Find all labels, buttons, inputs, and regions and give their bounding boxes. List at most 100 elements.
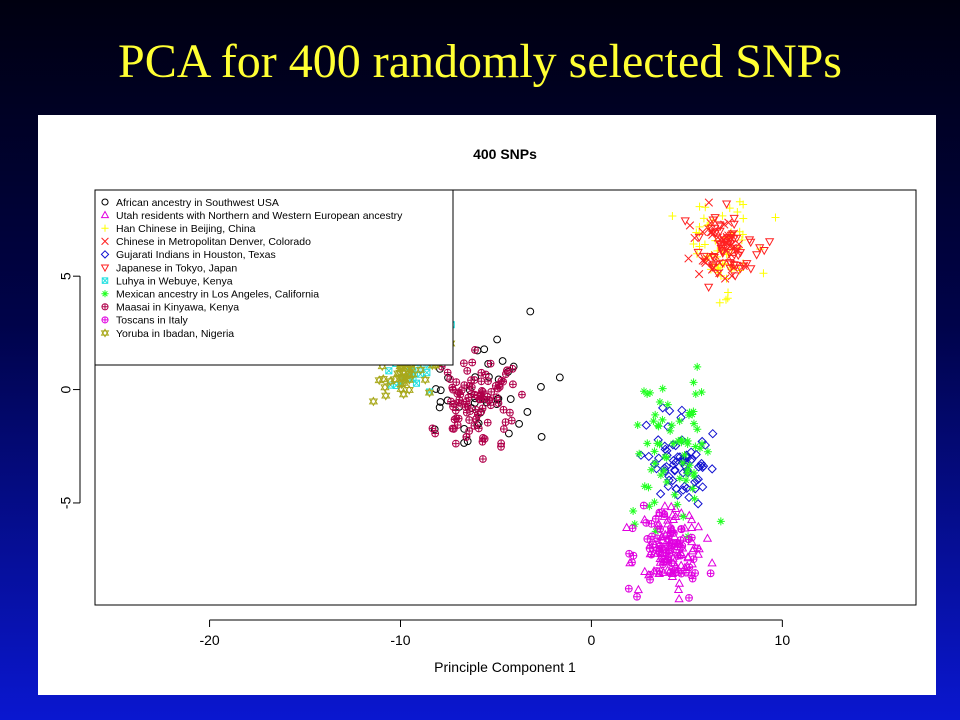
data-point [771,213,780,222]
data-point [679,512,688,521]
legend-item: Yoruba in Ibadan, Nigeria [100,328,234,340]
data-point [744,236,755,245]
data-point [509,380,517,389]
data-point [689,239,698,248]
data-point [694,269,704,279]
data-point [479,455,487,463]
data-point [659,558,668,566]
legend-box [94,189,454,366]
data-point [718,259,728,269]
legend-label: Han Chinese in Beijing, China [116,223,256,235]
data-point [746,265,756,274]
data-point [537,382,545,391]
data-point [682,476,691,485]
data-point [693,425,702,434]
data-point [709,253,719,263]
data-point [642,518,651,527]
data-point [459,359,468,368]
x-tick-label: -10 [390,632,410,648]
data-point [687,533,696,542]
data-point [666,426,675,435]
data-point [629,551,638,560]
data-point [677,525,686,534]
legend-label: Luhya in Webuye, Kenya [116,275,233,287]
data-point [690,233,699,243]
data-point [460,424,469,433]
data-point [735,227,744,236]
data-point [635,449,644,458]
legend-marker-icon [101,290,109,298]
data-point [685,563,694,572]
data-point [647,550,656,559]
data-point [644,451,654,462]
data-point [470,421,479,430]
data-point [677,438,686,447]
legend-label: Gujarati Indians in Houston, Texas [116,249,276,261]
x-tick-label: -20 [199,632,219,648]
legend-marker-icon [101,277,109,284]
data-point [493,335,502,344]
data-point [667,475,678,486]
data-point [537,432,546,441]
data-point [693,544,702,553]
data-point [408,369,418,380]
data-point [715,227,725,237]
data-point [738,262,749,271]
legend-item: Han Chinese in Beijing, China [101,223,256,235]
legend-label: Maasai in Kinyawa, Kenya [116,302,239,314]
data-point [689,407,698,416]
data-point [673,500,682,509]
data-point [555,373,564,382]
data-point [693,499,703,509]
data-point [682,483,692,493]
data-point [499,405,508,414]
data-point [380,382,390,393]
data-point [655,398,664,407]
data-point [715,298,724,307]
legend-marker-icon [100,328,110,338]
data-point [650,447,659,456]
legend-item: Japanese in Tokyo, Japan [100,262,237,274]
data-point [673,584,684,594]
plot-box [94,189,917,606]
data-point [645,544,654,553]
data-point [677,569,686,578]
data-point [639,501,648,510]
data-point [676,560,686,569]
data-point [667,421,676,430]
data-point [651,527,660,536]
data-point [689,378,698,387]
data-point [670,566,679,575]
data-point [477,377,486,386]
data-point [670,466,680,476]
data-point [690,468,699,477]
data-point [730,272,740,281]
data-point [732,244,742,254]
data-point [478,386,486,395]
legend-item: African ancestry in Southwest USA [101,197,279,209]
data-point [684,510,694,519]
data-point [506,395,515,403]
data-point [651,410,660,419]
data-point [679,481,690,492]
data-point [707,464,717,474]
data-point [718,211,727,220]
data-point [660,452,669,461]
data-point [720,274,730,283]
data-point [693,462,704,472]
data-point [624,584,633,593]
data-point [694,233,704,243]
data-point [650,498,659,507]
data-point [654,421,663,430]
data-point [435,403,444,412]
data-point [657,544,666,552]
data-point [647,465,656,474]
data-point [454,398,463,407]
data-point [691,442,700,451]
data-point [657,554,666,562]
data-point [640,482,649,491]
data-point [492,393,501,402]
data-point [471,346,479,354]
x-axis-title: Principle Component 1 [434,659,576,675]
